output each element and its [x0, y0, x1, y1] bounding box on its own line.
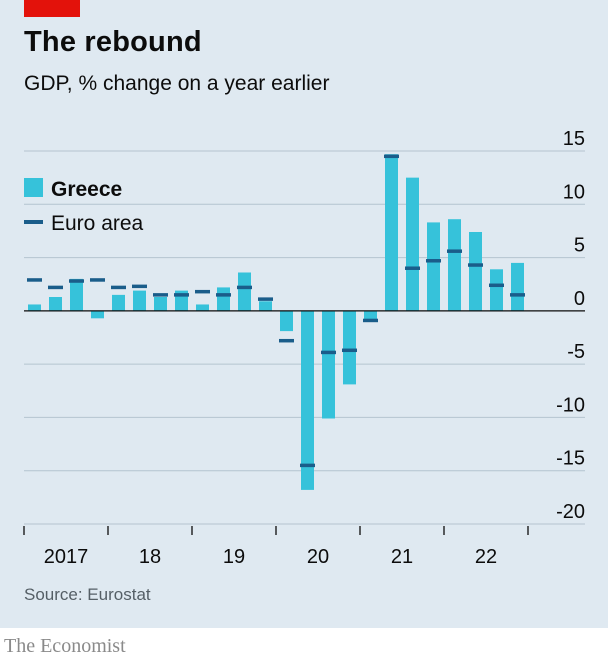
y-tick-label: 10	[563, 181, 585, 203]
x-tick-label: 2017	[44, 546, 89, 568]
greece-bar	[49, 297, 62, 311]
euro-area-dash	[216, 293, 231, 297]
legend-label-euro-area: Euro area	[51, 212, 144, 235]
brand-red-bar	[24, 0, 80, 17]
greece-bar	[490, 269, 503, 311]
euro-area-dash	[279, 338, 294, 343]
chart-svg: 2017 18 19 20 21 22 15 10 5 0 -5 -10 -15 -20 Greece …	[23, 128, 585, 568]
y-tick-label: 5	[574, 235, 585, 257]
greece-bar	[448, 219, 461, 311]
legend-label-greece: Greece	[51, 178, 122, 201]
greece-bar	[259, 301, 272, 311]
greece-bar	[154, 297, 167, 311]
euro-area-dash	[510, 293, 525, 297]
x-tick-label: 18	[139, 546, 161, 568]
euro-area-dash	[153, 293, 168, 297]
euro-area-dash	[405, 266, 420, 270]
euro-area-dash	[69, 279, 84, 283]
x-tick-label: 19	[223, 546, 245, 568]
euro-area-dash	[342, 348, 357, 353]
euro-area-dash	[384, 154, 399, 159]
source-note: Source: Eurostat	[24, 585, 151, 604]
greece-bar	[280, 310, 293, 332]
legend-swatch-greece	[24, 178, 43, 197]
greece-bar	[511, 262, 524, 311]
euro-area-dash	[237, 285, 252, 290]
euro-area-dash	[426, 259, 441, 263]
greece-bars	[28, 154, 524, 490]
greece-bar	[112, 294, 125, 311]
greece-bar	[406, 177, 419, 311]
greece-bar	[217, 287, 230, 311]
chart-subtitle: GDP, % change on a year earlier	[24, 72, 330, 95]
greece-bar	[196, 304, 209, 311]
y-tick-label: -5	[567, 341, 585, 363]
euro-area-dashes	[27, 154, 525, 468]
greece-bar	[322, 310, 335, 419]
euro-area-dash	[132, 284, 147, 289]
economist-logo-text: The Economist	[4, 635, 126, 657]
y-tick-label: -20	[556, 501, 585, 523]
legend: Greece Euro area	[24, 178, 144, 235]
euro-area-dash	[258, 297, 273, 301]
euro-area-dash	[468, 263, 483, 267]
euro-area-dash	[489, 283, 504, 288]
x-tick-label: 20	[307, 546, 329, 568]
greece-bar	[427, 222, 440, 311]
euro-area-dash	[363, 318, 378, 323]
euro-area-dash	[447, 249, 462, 253]
euro-area-dash	[321, 350, 336, 355]
greece-bar	[28, 304, 41, 311]
greece-bar	[133, 290, 146, 311]
greece-bar	[301, 310, 314, 490]
x-tick-label: 21	[391, 546, 413, 568]
greece-bar	[343, 310, 356, 385]
greece-bar	[238, 272, 251, 311]
x-axis: 2017 18 19 20 21 22	[23, 526, 529, 568]
y-tick-labels: 15 10 5 0 -5 -10 -15 -20	[556, 128, 585, 523]
greece-bar	[70, 278, 83, 311]
euro-area-dash	[90, 278, 105, 282]
greece-bar	[364, 310, 377, 322]
chart-title: The rebound	[24, 26, 202, 58]
greece-bar	[469, 231, 482, 311]
euro-area-dash	[48, 285, 63, 290]
euro-area-dash	[174, 293, 189, 297]
euro-area-dash	[111, 285, 126, 290]
x-tick-label: 22	[475, 546, 497, 568]
y-tick-label: 15	[563, 128, 585, 150]
y-tick-label: 0	[574, 288, 585, 310]
y-tick-label: -15	[556, 448, 585, 470]
greece-bar	[91, 310, 104, 319]
euro-area-dash	[27, 278, 42, 282]
y-tick-label: -10	[556, 394, 585, 416]
legend-swatch-euro-area	[24, 220, 43, 224]
euro-area-dash	[300, 463, 315, 468]
greece-bar	[385, 154, 398, 311]
euro-area-dash	[195, 289, 210, 294]
